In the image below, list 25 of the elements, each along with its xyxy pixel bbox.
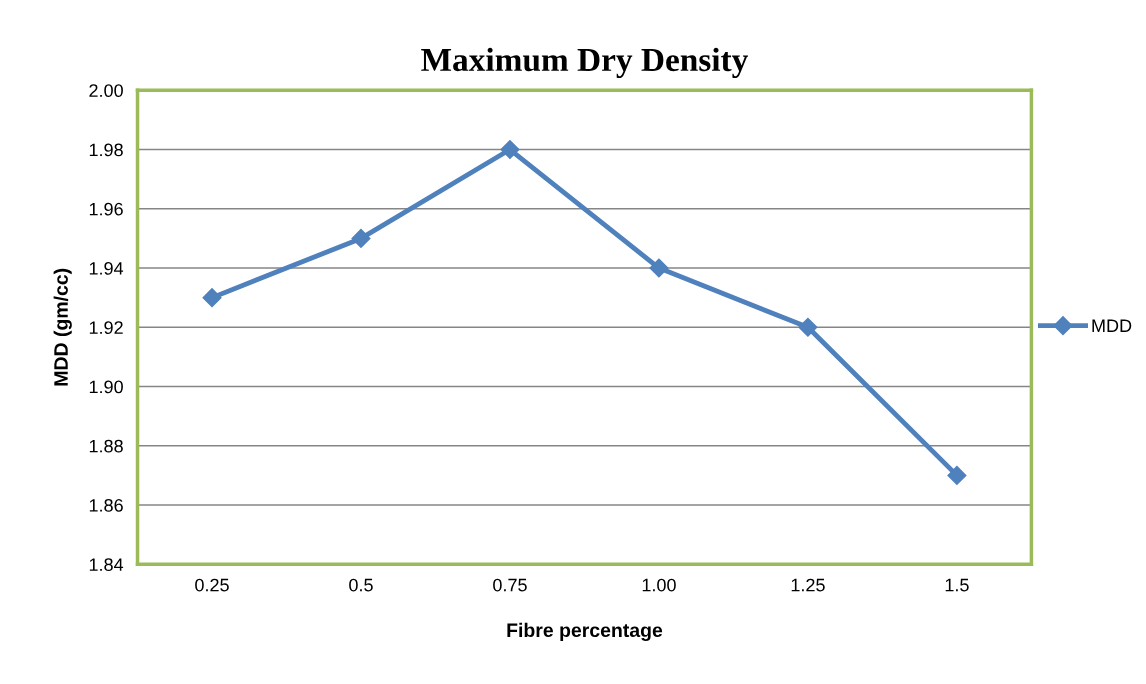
x-tick-label: 1.5: [945, 578, 969, 592]
y-tick-label: 1.86: [89, 498, 123, 512]
y-tick-label: 1.94: [89, 261, 124, 275]
x-tick-label: 1.00: [642, 578, 676, 592]
point: [798, 317, 818, 337]
y-tick-label: 1.88: [89, 439, 123, 453]
x-tick-label: 0.5: [349, 578, 373, 592]
point: [500, 140, 520, 160]
y-tick-label: 1.98: [89, 143, 123, 157]
y-tick-label: 1.92: [89, 321, 123, 335]
x-tick-label: 0.75: [493, 578, 527, 592]
point: [947, 465, 967, 485]
y-tick-label: 1.96: [89, 202, 123, 216]
x-tick-label: 1.25: [791, 578, 825, 592]
y-tick-label: 2.00: [89, 84, 123, 98]
point: [649, 258, 669, 278]
legend-label: MDD: [1092, 319, 1132, 332]
y-tick-label: 1.84: [89, 558, 124, 572]
y-axis-title: MDD (gm/cc): [53, 268, 72, 386]
y-tick-label: 1.90: [89, 380, 123, 394]
chart-title: Maximum Dry Density: [421, 47, 748, 79]
x-tick-label: 0.25: [195, 578, 229, 592]
point: [351, 228, 371, 248]
point: [202, 288, 222, 308]
x-axis-title: Fibre percentage: [507, 622, 663, 642]
